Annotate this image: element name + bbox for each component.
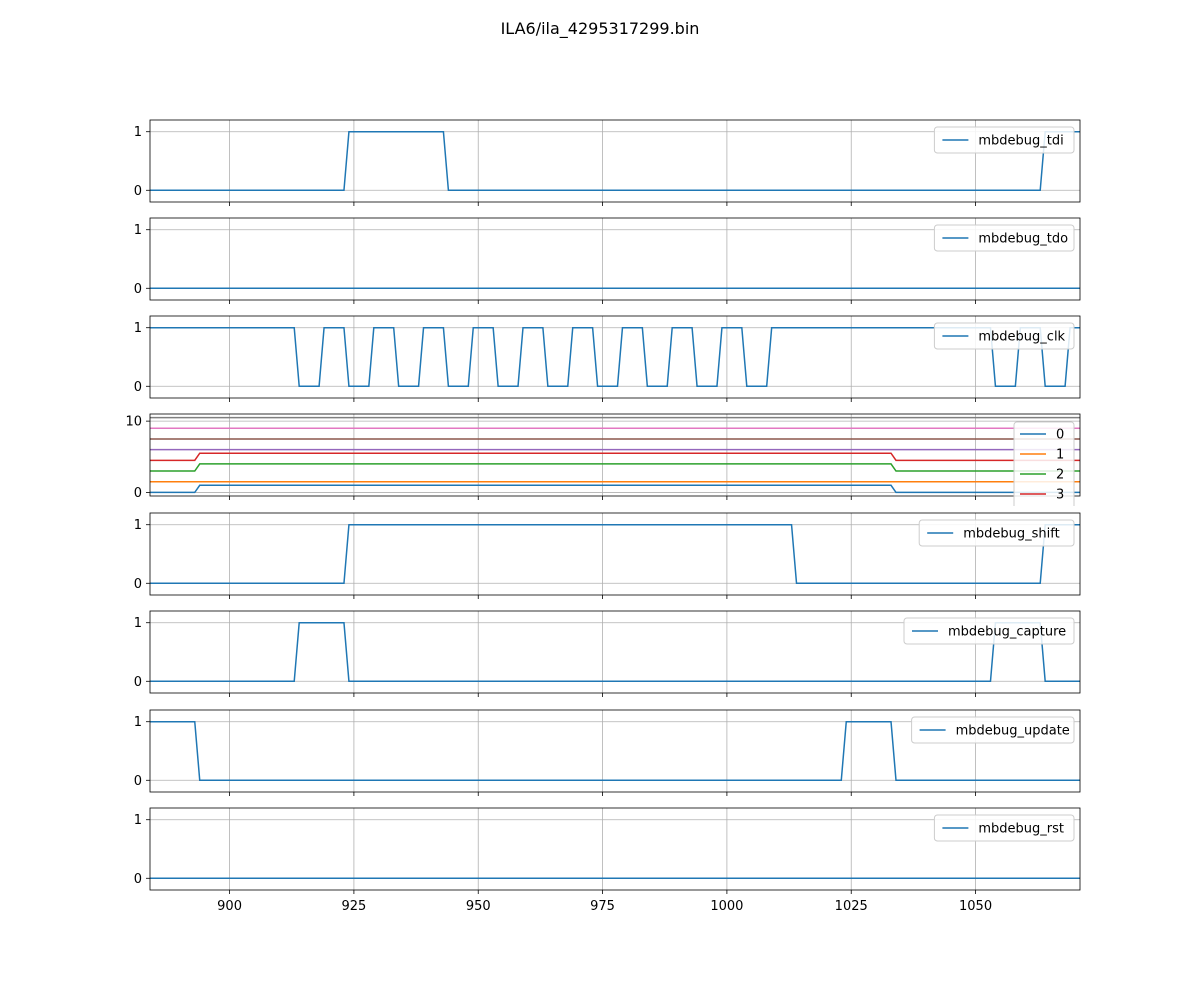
- legend-box: [933, 814, 1075, 842]
- series-group: [150, 416, 1080, 494]
- y-tick-label: 1: [134, 125, 142, 140]
- series-line-3: [150, 452, 1080, 462]
- legend-label: mbdebug_update: [956, 724, 1070, 739]
- y-tick-label: 1: [134, 616, 142, 631]
- legend-label: 1: [1056, 448, 1064, 463]
- legend: mbdebug_tdo: [933, 224, 1075, 252]
- axes-frame: [149, 709, 1081, 793]
- legend-box: [1013, 421, 1075, 506]
- legend: mbdebug_shift: [918, 519, 1075, 547]
- legend-box: [933, 322, 1075, 350]
- x-tick-label: 950: [466, 899, 491, 914]
- y-tick-label: 0: [134, 282, 142, 297]
- axes-frame: [149, 512, 1081, 596]
- series-line-mbdebug_capture: [150, 621, 1080, 683]
- series-line-0: [150, 484, 1080, 494]
- legend: mbdebug_rst: [933, 814, 1075, 842]
- y-tick-label: 10: [125, 415, 142, 430]
- legend: mbdebug_capture: [903, 617, 1075, 645]
- axes-frame: [149, 807, 1081, 891]
- y-tick-label: 0: [134, 380, 142, 395]
- series-line-2: [150, 463, 1080, 472]
- x-tick-label: 975: [590, 899, 615, 914]
- subplot-mbdebug_update: 0 1 mbdebug_update: [134, 709, 1081, 796]
- legend: mbdebug_clk: [933, 322, 1075, 350]
- y-tick-label: 1: [134, 715, 142, 730]
- legend-label: mbdebug_clk: [978, 330, 1065, 345]
- legend-label: 2: [1056, 468, 1064, 483]
- x-tick-label: 1000: [710, 899, 743, 914]
- y-tick-label: 1: [134, 813, 142, 828]
- y-tick-label: 0: [134, 872, 142, 887]
- y-tick-label: 0: [134, 486, 142, 501]
- legend-label: mbdebug_tdi: [978, 134, 1063, 149]
- series-group: [150, 720, 1080, 782]
- legend-label: 0: [1056, 428, 1064, 443]
- y-tick-label: 1: [134, 321, 142, 336]
- axes-frame: [149, 413, 1081, 497]
- series-line-mbdebug_update: [150, 720, 1080, 782]
- legend-box: [933, 126, 1075, 154]
- legend-label: mbdebug_capture: [948, 625, 1066, 640]
- legend-box: [918, 519, 1075, 547]
- y-tick-label: 0: [134, 675, 142, 690]
- legend: mbdebug_tdi: [933, 126, 1075, 154]
- legend-label: mbdebug_shift: [963, 527, 1059, 542]
- figure-title: ILA6/ila_4295317299.bin: [501, 19, 700, 39]
- y-tick-label: 0: [134, 184, 142, 199]
- x-tick-label: 1025: [835, 899, 868, 914]
- subplot-mbdebug_capture: 0 1 mbdebug_capture: [134, 610, 1081, 697]
- subplot-mbdebug_rst: 0 1 900 925 950 975 1000 1025 1050 mbdebug_rst: [134, 807, 1081, 914]
- axes-frame: [149, 119, 1081, 203]
- x-tick-label: 900: [217, 899, 242, 914]
- legend-box: [933, 224, 1075, 252]
- legend: mbdebug_update: [911, 716, 1075, 744]
- legend-box: [903, 617, 1075, 645]
- y-tick-label: 1: [134, 518, 142, 533]
- legend-label: 3: [1056, 488, 1064, 503]
- y-tick-label: 0: [134, 774, 142, 789]
- subplot-mbdebug_tdo: 0 1 mbdebug_tdo: [134, 217, 1081, 304]
- subplot-mbdebug_tdi: 0 1 mbdebug_tdi: [134, 119, 1081, 206]
- legend-label: mbdebug_rst: [978, 822, 1064, 837]
- series-group: [150, 621, 1080, 683]
- y-tick-label: 1: [134, 223, 142, 238]
- x-tick-label: 925: [341, 899, 366, 914]
- y-tick-label: 0: [134, 577, 142, 592]
- axes-frame: [149, 217, 1081, 301]
- axes-frame: [149, 315, 1081, 399]
- subplots: 01mbdebug_tdi01mbdebug_tdo01mbdebug_clk0…: [125, 119, 1081, 914]
- axes-frame: [149, 610, 1081, 694]
- subplot-mbdebug_shift: 0 1 mbdebug_shift: [134, 512, 1081, 599]
- legend-box: [911, 716, 1075, 744]
- subplot-mbdebug_clk: 0 1 mbdebug_clk: [134, 315, 1081, 402]
- legend-label: mbdebug_tdo: [978, 232, 1068, 247]
- x-tick-label: 1050: [959, 899, 992, 914]
